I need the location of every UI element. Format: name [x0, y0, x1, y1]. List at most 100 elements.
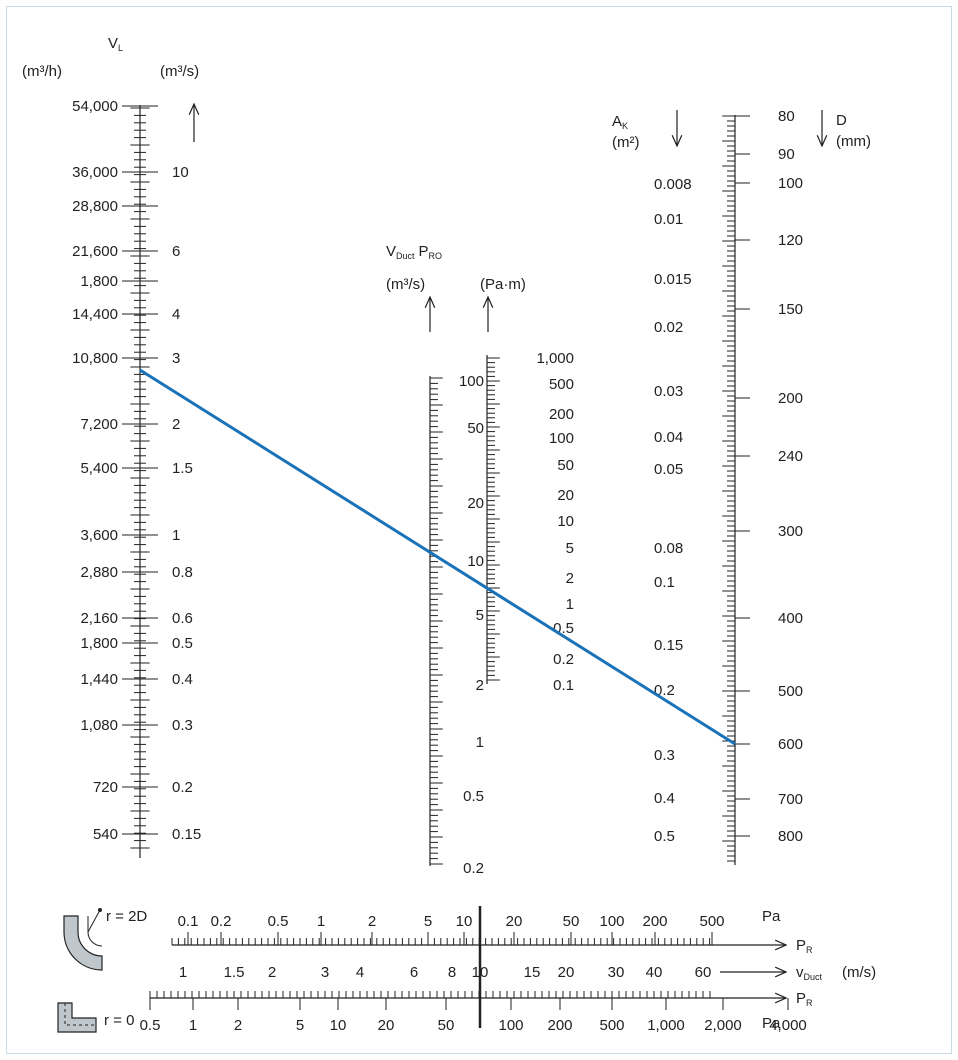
left-label-per-hour: 21,600 [72, 243, 118, 260]
left-label-per-hour: 540 [93, 826, 118, 843]
left-label-per-second: 3 [172, 350, 180, 367]
vduct-label: 50 [467, 420, 484, 437]
left-label-per-hour: 1,800 [80, 273, 118, 290]
vl-unit-per-hour: (m³/h) [22, 63, 62, 80]
ak-labels: 0.008 0.01 0.015 0.02 0.03 0.04 0.05 0.08 0.1 0.1… [654, 176, 692, 845]
left-label-per-hour: 3,600 [80, 527, 118, 544]
left-label-per-second: 4 [172, 306, 180, 323]
d-label: 120 [778, 232, 803, 249]
elbow-pressure-label: 10 [330, 1017, 347, 1034]
ak-label: 0.008 [654, 176, 692, 193]
vduct-label: 2 [476, 677, 484, 694]
ak-label: 0.1 [654, 574, 675, 591]
left-label-per-hour: 720 [93, 779, 118, 796]
d-unit: (mm) [836, 133, 871, 150]
vduct-unit: (m³/s) [386, 276, 425, 293]
vduct-label: 5 [476, 607, 484, 624]
d-label: 700 [778, 791, 803, 808]
d-label: 90 [778, 146, 795, 163]
elbow-pressure-unit: Pa [762, 1015, 781, 1032]
velocity-label: 3 [321, 964, 329, 981]
velocity-label: 1.5 [224, 964, 245, 981]
velocity-label: 60 [695, 964, 712, 981]
pro-label: 0.2 [553, 651, 574, 668]
d-label: 240 [778, 448, 803, 465]
left-label-per-hour: 2,160 [80, 610, 118, 627]
elbow-pressure-label: 1 [189, 1017, 197, 1034]
left-label-per-hour: 1,080 [80, 717, 118, 734]
bend-pressure-label: 500 [699, 913, 724, 930]
left-label-per-hour: 14,400 [72, 306, 118, 323]
bottom-scales: r = 2D r = 0 0.1 0.2 0.5 1 2 5 10 20 50 100 200 500… [57, 906, 876, 1034]
d-label: 200 [778, 390, 803, 407]
d-label: 500 [778, 683, 803, 700]
d-label: 100 [778, 175, 803, 192]
left-labels-per-hour: 54,000 36,000 28,800 21,600 1,800 14,400 10,80… [72, 98, 158, 843]
ak-label: 0.15 [654, 637, 683, 654]
elbow-pressure-label: 1,000 [647, 1017, 685, 1034]
bend-pressure-label: 10 [456, 913, 473, 930]
left-label-per-second: 0.4 [172, 671, 193, 688]
left-label-per-second: 0.2 [172, 779, 193, 796]
bend-pressure-label: 1 [317, 913, 325, 930]
ak-label: 0.015 [654, 271, 692, 288]
left-label-per-second: 6 [172, 243, 180, 260]
pro-label: 5 [566, 540, 574, 557]
pro-label: 0.1 [553, 677, 574, 694]
d-labels: 80 90 100 120 150 200 240 300 400 500 600 700 800 [735, 108, 803, 845]
left-label-per-hour: 10,800 [72, 350, 118, 367]
bend-pressure-label: 0.1 [178, 913, 199, 930]
elbow-pressure-label: 100 [498, 1017, 523, 1034]
pro-label: 20 [557, 487, 574, 504]
middle-duct-scale: VDuct PRO (m³/s) (Pa·m) 100 50 20 10 5 2 1 0.5 0.… [386, 243, 574, 877]
ak-label: 0.04 [654, 429, 683, 446]
velocity-label: 10 [472, 964, 489, 981]
left-labels-per-second: 10 6 4 3 2 1.5 1 0.8 0.6 0.5 0.4 0.3 0.2 0.15 [172, 164, 201, 843]
elbow-pressure-label: 4,000 [769, 1017, 807, 1034]
pro-label: 1 [566, 596, 574, 613]
bend-pressure-label: 20 [506, 913, 523, 930]
bend-pressure-label: 200 [642, 913, 667, 930]
left-axis-ticks [130, 107, 150, 849]
bottom-axis-ticks [149, 938, 711, 998]
vl-symbol: VL [108, 35, 123, 53]
vduct-symbol: VDuct PRO [386, 243, 442, 261]
pro-unit: (Pa·m) [480, 276, 526, 293]
elbow-pressure-label: 2,000 [704, 1017, 742, 1034]
bend-pressure-label: 2 [368, 913, 376, 930]
ak-label: 0.05 [654, 461, 683, 478]
left-flow-scale: VL (m³/h) (m³/s) 54,000 36,000 28,800 21,60… [22, 35, 201, 858]
left-label-per-second: 1 [172, 527, 180, 544]
d-label: 400 [778, 610, 803, 627]
bend-pressure-label: 5 [424, 913, 432, 930]
left-label-per-hour: 1,440 [80, 671, 118, 688]
pr-bend-symbol: PR [796, 937, 813, 955]
elbow-pressure-label: 200 [547, 1017, 572, 1034]
elbow-pressure-label: 0.5 [140, 1017, 161, 1034]
ak-label: 0.5 [654, 828, 675, 845]
d-label: 80 [778, 108, 795, 125]
elbow-icon [57, 1002, 97, 1033]
d-label: 300 [778, 523, 803, 540]
ak-label: 0.4 [654, 790, 675, 807]
elbow-pressure-label: 2 [234, 1017, 242, 1034]
left-label-per-second: 0.3 [172, 717, 193, 734]
left-label-per-hour: 54,000 [72, 98, 118, 115]
vduct-label: 100 [459, 373, 484, 390]
vduct-label: 20 [467, 495, 484, 512]
left-label-per-second: 1.5 [172, 460, 193, 477]
pro-label: 100 [549, 430, 574, 447]
left-label-per-second: 0.6 [172, 610, 193, 627]
d-label: 150 [778, 301, 803, 318]
vduct-velocity-unit: (m/s) [842, 964, 876, 981]
elbow-pressure-label: 500 [599, 1017, 624, 1034]
left-label-per-second: 2 [172, 416, 180, 433]
vduct-label: 0.2 [463, 860, 484, 877]
elbow-pressure-label: 20 [378, 1017, 395, 1034]
velocity-labels: 1 1.5 2 3 4 6 8 10 15 20 30 40 60 [179, 964, 712, 981]
pro-labels: 1,000 500 200 100 50 20 10 5 2 1 0.5 0.2 0.1 [536, 350, 574, 694]
ak-label: 0.08 [654, 540, 683, 557]
pro-label: 1,000 [536, 350, 574, 367]
left-label-per-hour: 1,800 [80, 635, 118, 652]
